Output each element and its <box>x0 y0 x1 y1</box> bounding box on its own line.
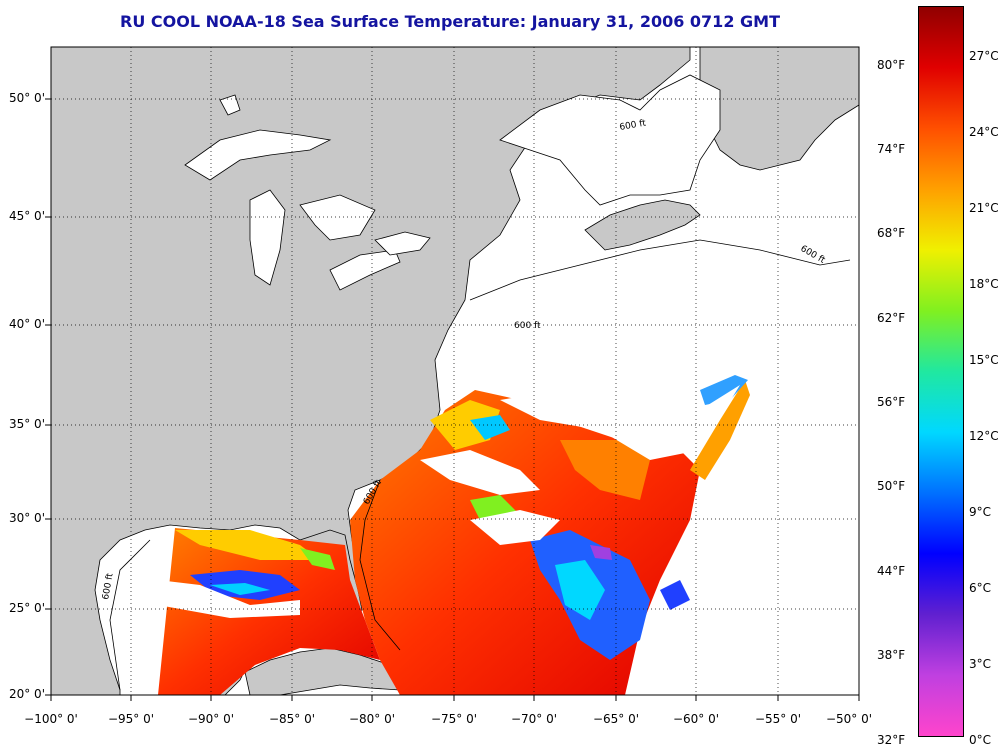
isobath-600ft <box>109 239 851 691</box>
lon-label-55: −55° 0' <box>754 712 802 726</box>
colorbar-f-label-68: 68°F <box>877 226 906 240</box>
colorbar-c-label-9: 9°C <box>969 505 992 519</box>
temperature-colorbar <box>918 6 964 737</box>
colorbar-c-label-3: 3°C <box>969 657 992 671</box>
gulf-of-st-lawrence <box>499 74 721 206</box>
lat-label-40: 40° 0' <box>8 317 45 331</box>
colorbar-c-label-27: 27°C <box>969 49 999 63</box>
great-lakes <box>184 94 431 291</box>
lat-label-50: 50° 0' <box>8 91 45 105</box>
lon-label-95: −95° 0' <box>107 712 155 726</box>
colorbar-c-label-21: 21°C <box>969 201 999 215</box>
isobath-label-gulfofmaine: 600 ft <box>514 321 541 331</box>
colorbar-c-label-18: 18°C <box>969 277 999 291</box>
colorbar-f-label-62: 62°F <box>877 311 906 325</box>
colorbar-c-label-15: 15°C <box>969 353 999 367</box>
colorbar-f-label-80: 80°F <box>877 58 906 72</box>
lon-label-100: −100° 0' <box>24 712 78 726</box>
axis-ticks <box>45 98 860 701</box>
colorbar-f-label-38: 38°F <box>877 648 906 662</box>
colorbar-f-label-32: 32°F <box>877 733 906 747</box>
lon-label-80: −80° 0' <box>348 712 396 726</box>
lat-label-35: 35° 0' <box>8 417 45 431</box>
colorbar-f-label-50: 50°F <box>877 479 906 493</box>
colorbar-f-label-74: 74°F <box>877 142 906 156</box>
lon-label-75: −75° 0' <box>430 712 478 726</box>
map-frame <box>50 46 860 696</box>
colorbar-c-label-0: 0°C <box>969 733 992 747</box>
colorbar-f-label-44: 44°F <box>877 564 906 578</box>
lat-label-30: 30° 0' <box>8 511 45 525</box>
lat-label-20: 20° 0' <box>8 687 45 701</box>
colorbar-c-label-12: 12°C <box>969 429 999 443</box>
colorbar-c-label-6: 6°C <box>969 581 992 595</box>
map-title: RU COOL NOAA-18 Sea Surface Temperature:… <box>120 12 780 31</box>
graticule <box>51 47 859 695</box>
lon-label-50: −50° 0' <box>825 712 873 726</box>
lat-label-45: 45° 0' <box>8 209 45 223</box>
colorbar-f-label-56: 56°F <box>877 395 906 409</box>
lon-label-65: −65° 0' <box>592 712 640 726</box>
isobath-label-gom: 600 ft <box>101 572 116 600</box>
lat-label-25: 25° 0' <box>8 601 45 615</box>
lon-label-70: −70° 0' <box>510 712 558 726</box>
isobath-label-canada: 600 ft <box>619 118 647 133</box>
lon-label-90: −90° 0' <box>187 712 235 726</box>
land-nova-scotia <box>584 199 701 251</box>
colorbar-c-label-24: 24°C <box>969 125 999 139</box>
lon-label-60: −60° 0' <box>672 712 720 726</box>
sst-data-swath <box>158 375 750 695</box>
lon-label-85: −85° 0' <box>268 712 316 726</box>
